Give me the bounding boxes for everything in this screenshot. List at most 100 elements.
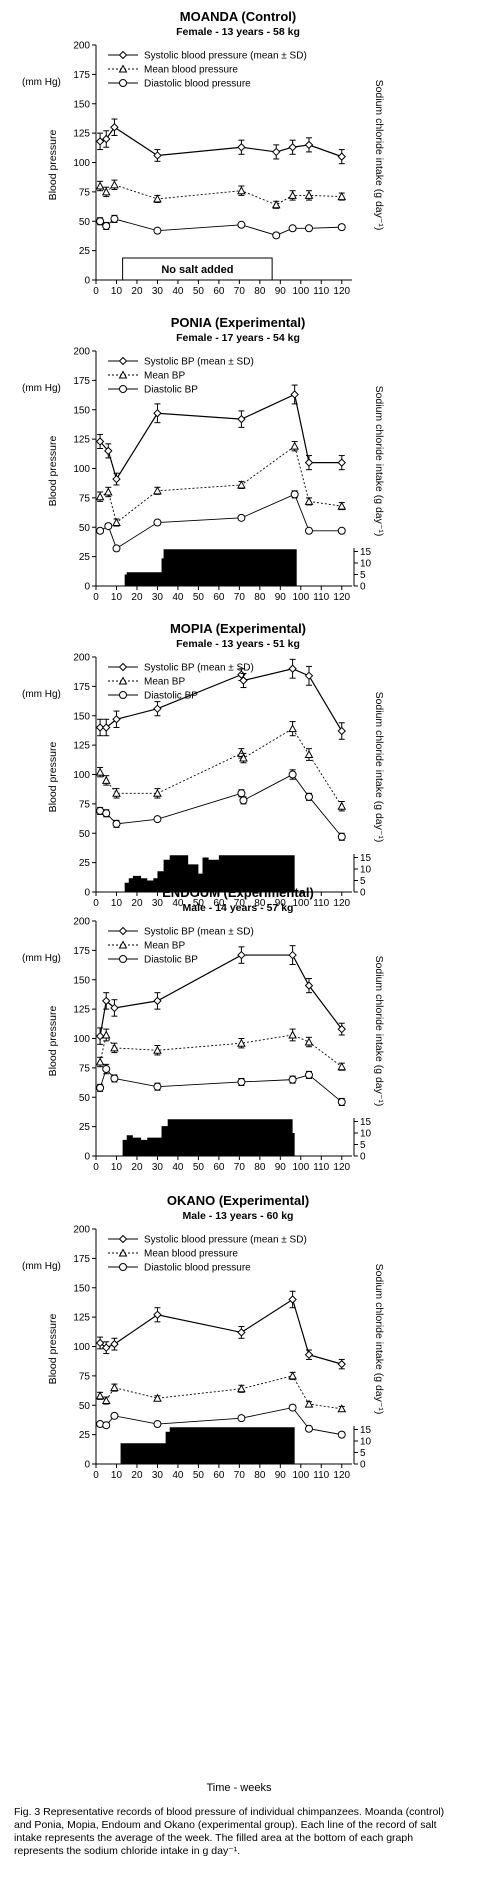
y-tick-label: 150	[73, 975, 90, 986]
x-tick-label: 60	[213, 592, 225, 603]
data-point	[118, 1248, 128, 1257]
series-line	[99, 954, 343, 1037]
data-point	[288, 1403, 297, 1412]
data-point	[104, 446, 113, 456]
y-tick-label: 175	[73, 70, 90, 81]
x-tick-label: 90	[275, 286, 287, 297]
y2-tick-label: 15	[360, 853, 372, 864]
data-point	[237, 186, 246, 195]
data-point	[95, 1057, 105, 1066]
y-tick-label: 25	[79, 246, 91, 257]
series-line	[99, 184, 342, 206]
x-tick-label: 100	[292, 286, 309, 297]
data-point	[337, 1359, 346, 1369]
y2-tick-label: 5	[360, 570, 366, 581]
data-point	[237, 480, 246, 489]
chart-panel-1: MOANDA (Control) Female - 13 years - 58 k…	[22, 9, 385, 297]
y-tick-label: 50	[79, 1401, 91, 1412]
data-point	[237, 513, 246, 522]
data-point	[101, 775, 111, 784]
data-point	[272, 231, 281, 240]
x-tick-label: 70	[234, 1162, 246, 1173]
y-tick-label: 75	[79, 1063, 91, 1074]
data-point	[304, 749, 314, 759]
x-tick-label: 50	[193, 898, 205, 909]
data-point	[102, 723, 111, 732]
x-tick-label: 80	[254, 1162, 266, 1173]
series-line	[99, 445, 342, 524]
data-point	[304, 224, 313, 233]
data-point	[288, 224, 297, 233]
series-line	[99, 493, 342, 550]
data-point	[304, 1399, 314, 1408]
data-point	[237, 1414, 246, 1423]
y-tick-label: 200	[73, 653, 90, 664]
data-point	[304, 1350, 314, 1359]
data-point	[153, 1045, 162, 1054]
x-tick-label: 10	[111, 1162, 123, 1173]
legend-label: Mean blood pressure	[144, 65, 238, 76]
data-point	[337, 832, 346, 841]
data-point	[119, 385, 127, 393]
data-point	[153, 1082, 162, 1091]
data-point	[112, 474, 121, 484]
data-point	[304, 1037, 314, 1046]
data-point	[288, 143, 297, 152]
data-point	[118, 370, 128, 379]
chart-title: ENDOUM (Experimental)	[162, 885, 314, 900]
series-line	[99, 393, 342, 481]
data-point	[153, 1310, 162, 1319]
data-point	[101, 187, 111, 196]
series-line	[99, 126, 342, 158]
data-point	[337, 458, 346, 467]
legend-label: Systolic BP (mean ± SD)	[144, 927, 254, 938]
data-point	[304, 1424, 313, 1433]
data-point	[337, 1062, 347, 1071]
y-tick-label: 75	[79, 493, 91, 504]
y2-axis-title: Sodium chloride intake (g day⁻¹)	[373, 956, 385, 1107]
data-point	[237, 950, 246, 960]
x-tick-label: 120	[333, 592, 350, 603]
x-tick-label: 110	[313, 898, 329, 909]
y-tick-label: 50	[79, 217, 91, 228]
chart-title: PONIA (Experimental)	[171, 315, 306, 330]
data-point	[110, 1043, 119, 1052]
data-point	[153, 788, 162, 797]
x-tick-label: 30	[152, 1162, 164, 1173]
data-point	[110, 1074, 119, 1083]
y-tick-label: 200	[73, 347, 90, 358]
y-tick-label: 175	[73, 682, 90, 693]
y-tick-label: 150	[73, 711, 90, 722]
data-point	[110, 1411, 119, 1420]
data-point	[271, 200, 281, 209]
chart-title: OKANO (Experimental)	[167, 1193, 309, 1208]
y-tick-label: 125	[73, 741, 90, 752]
y-tick-label: 0	[84, 1460, 90, 1471]
data-point	[153, 704, 162, 713]
y-tick-label: 200	[73, 41, 90, 52]
data-point	[95, 137, 105, 146]
series-line	[100, 668, 343, 732]
data-point	[110, 180, 119, 189]
x-tick-label: 30	[152, 1470, 164, 1481]
data-point	[337, 801, 347, 810]
data-point	[239, 676, 248, 685]
data-point	[119, 691, 127, 699]
x-tick-label: 30	[152, 286, 164, 297]
y-axis-title: Blood pressure	[47, 1006, 59, 1077]
x-tick-label: 60	[213, 286, 225, 297]
data-point	[288, 664, 297, 673]
y2-tick-label: 5	[360, 1140, 366, 1151]
y-tick-label: 100	[73, 1034, 90, 1045]
data-point	[153, 226, 162, 235]
data-point	[304, 458, 314, 467]
data-point	[237, 1384, 246, 1393]
data-point	[237, 789, 246, 798]
y-tick-label: 75	[79, 799, 91, 810]
y2-tick-label: 10	[360, 559, 372, 570]
y-tick-label: 50	[79, 829, 91, 840]
data-point	[95, 1031, 105, 1041]
data-point	[118, 1234, 128, 1244]
y-axis-title: Blood pressure	[47, 1314, 59, 1385]
y-tick-label: 100	[73, 1342, 90, 1353]
